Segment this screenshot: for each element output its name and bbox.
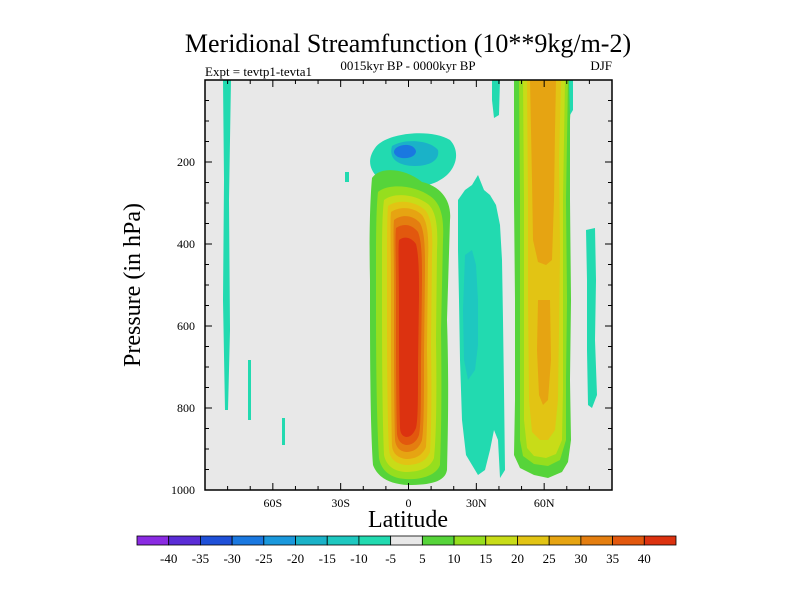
colorbar: -40 -35 -30 -25 -20 -15 -10 -5 5 10 15 20 25 30 35 40 — [136, 535, 677, 566]
colorbar-label: 10 — [448, 551, 461, 566]
y-tick-label: 800 — [177, 401, 195, 415]
north-band-30b — [537, 300, 551, 405]
n-streak-2 — [569, 80, 573, 115]
colorbar-label: -20 — [287, 551, 304, 566]
colorbar-label: -5 — [385, 551, 396, 566]
y-tick-label: 200 — [177, 155, 195, 169]
colorbar-swatch — [168, 535, 201, 546]
central-cell-40 — [398, 237, 419, 437]
x-tick-label: 60S — [263, 496, 282, 510]
colorbar-swatch — [548, 535, 582, 546]
y-tick-label: 1000 — [171, 483, 195, 497]
colorbar-label: 20 — [511, 551, 524, 566]
sh-speck — [345, 172, 349, 182]
colorbar-swatch — [643, 535, 677, 546]
colorbar-swatch — [612, 535, 645, 546]
ne-neg-core — [463, 250, 478, 380]
colorbar-label: 15 — [479, 551, 492, 566]
season-annotation: DJF — [590, 58, 612, 73]
colorbar-swatch — [517, 535, 550, 546]
chart-subtitle: 0015kyr BP - 0000kyr BP — [340, 58, 475, 73]
n-streak-1 — [492, 80, 500, 118]
colorbar-swatch — [390, 535, 423, 546]
x-tick-label: 60N — [534, 496, 555, 510]
sh-streak-1 — [223, 80, 231, 410]
colorbar-swatch — [421, 535, 455, 546]
colorbar-label: -40 — [160, 551, 177, 566]
colorbar-swatch — [326, 535, 360, 546]
colorbar-swatch — [295, 535, 328, 546]
chart-title: Meridional Streamfunction (10**9kg/m-2) — [185, 29, 631, 58]
n-streak-3 — [586, 228, 597, 408]
x-axis-label: Latitude — [368, 507, 448, 533]
colorbar-label: -15 — [319, 551, 336, 566]
y-tick-label: 600 — [177, 319, 195, 333]
colorbar-swatch — [136, 535, 170, 546]
colorbar-swatch — [263, 535, 296, 546]
colorbar-label: 30 — [574, 551, 587, 566]
colorbar-label: -35 — [192, 551, 209, 566]
colorbar-label: -25 — [255, 551, 272, 566]
x-tick-label: 30S — [331, 496, 350, 510]
ne-neg-band — [458, 175, 505, 478]
colorbar-swatch — [358, 535, 392, 546]
y-axis-label: Pressure (in hPa) — [120, 203, 146, 367]
colorbar-label: -30 — [223, 551, 240, 566]
colorbar-swatch — [485, 535, 518, 546]
colorbar-label: -10 — [350, 551, 367, 566]
y-tick-label: 400 — [177, 237, 195, 251]
colorbar-label: 35 — [606, 551, 619, 566]
expt-annotation: Expt = tevtp1-tevta1 — [205, 64, 312, 79]
axes: 60S 30S 0 30N 60N 200 400 600 800 1000 — [171, 79, 613, 510]
sh-streak-3 — [282, 418, 285, 445]
x-tick-label: 0 — [406, 496, 412, 510]
colorbar-label: 5 — [419, 551, 426, 566]
x-tick-label: 30N — [466, 496, 487, 510]
sh-streak-2 — [248, 360, 251, 420]
colorbar-label: 25 — [543, 551, 556, 566]
colorbar-swatch — [200, 535, 233, 546]
colorbar-swatch — [231, 535, 265, 546]
colorbar-label: 40 — [638, 551, 651, 566]
north-band-30 — [530, 80, 556, 265]
colorbar-swatch — [580, 535, 613, 546]
contour-field — [223, 80, 597, 485]
upper-neg-inner — [393, 144, 416, 159]
colorbar-swatch — [453, 535, 487, 546]
